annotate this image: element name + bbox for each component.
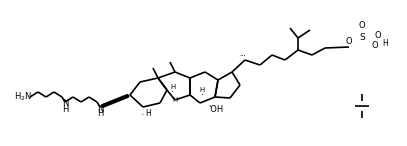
Text: 'OH: 'OH: [208, 106, 223, 114]
Text: ...: ...: [240, 51, 246, 57]
Text: ·: ·: [171, 87, 175, 97]
Text: ·: ·: [201, 90, 204, 100]
Text: H: H: [97, 110, 103, 119]
Text: N: N: [62, 100, 68, 108]
Text: H: H: [171, 84, 176, 90]
Text: N: N: [97, 105, 103, 113]
Text: H: H: [199, 87, 205, 93]
Text: H$_2$N: H$_2$N: [14, 91, 32, 103]
Text: H: H: [62, 105, 68, 113]
Text: O: O: [359, 20, 365, 29]
Text: H: H: [145, 108, 151, 118]
Text: O: O: [372, 41, 379, 51]
Text: S: S: [359, 33, 365, 42]
Text: H: H: [382, 40, 388, 48]
Text: O: O: [375, 31, 381, 40]
Text: O: O: [346, 38, 352, 46]
Text: H: H: [173, 97, 177, 103]
